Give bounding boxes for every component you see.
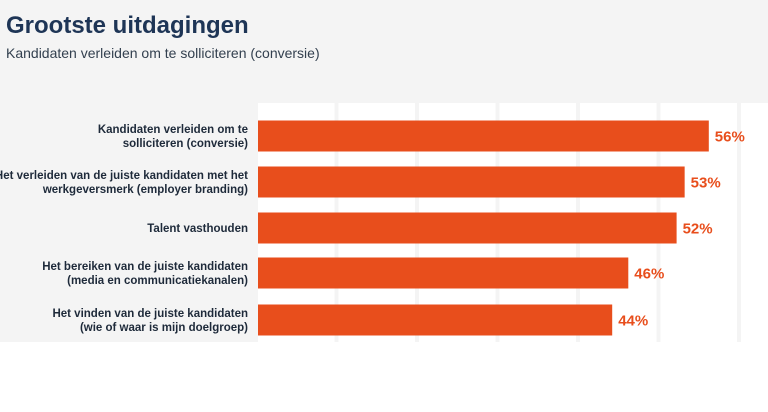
value-label: 56% — [715, 129, 745, 146]
value-label: 44% — [618, 313, 648, 330]
value-label: 46% — [634, 266, 664, 283]
bar-chart: 56% Kandidaten verleiden om te sollicitere… — [0, 103, 768, 342]
bar — [258, 212, 677, 244]
bar — [258, 166, 685, 198]
category-label: Talent vasthouden — [147, 223, 248, 235]
chart-title: Grootste uitdagingen — [6, 12, 249, 39]
bar — [258, 257, 629, 289]
bar — [258, 304, 613, 336]
category-label: Kandidaten verleiden om te solliciteren (… — [98, 124, 248, 150]
category-label: Het bereiken van de juiste kandidaten (me… — [42, 261, 248, 287]
bar — [258, 120, 709, 152]
value-label: 52% — [683, 221, 713, 238]
chart-subtitle: Kandidaten verleiden om te solliciteren … — [6, 45, 320, 61]
grid-band — [741, 103, 768, 342]
category-label: Het vinden van de juiste kandidaten (wie … — [52, 308, 248, 334]
category-label: Het verleiden van de juiste kandidaten m… — [0, 170, 248, 196]
value-label: 53% — [691, 175, 721, 192]
